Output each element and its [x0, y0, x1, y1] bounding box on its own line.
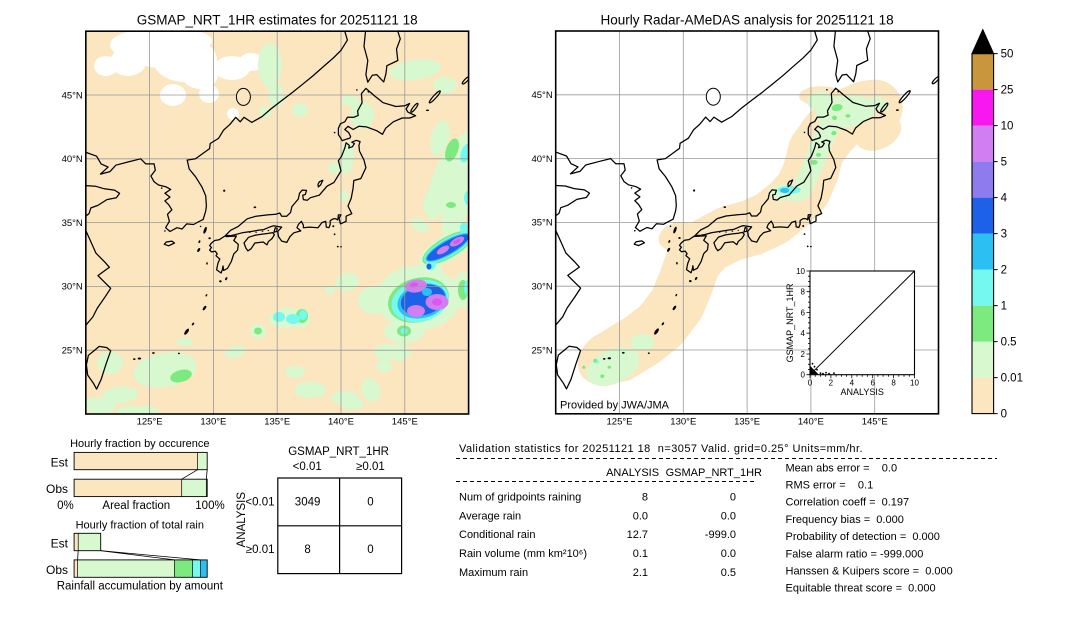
- svg-text:2: 2: [1001, 265, 1007, 277]
- svg-text:45°N: 45°N: [531, 90, 552, 101]
- svg-text:6: 6: [801, 309, 806, 318]
- svg-text:0: 0: [1001, 409, 1007, 421]
- svg-text:6: 6: [870, 379, 875, 388]
- svg-text:GSMAP_NRT_1HR: GSMAP_NRT_1HR: [785, 283, 795, 362]
- svg-text:25°N: 25°N: [531, 345, 552, 356]
- svg-text:145°E: 145°E: [862, 417, 888, 428]
- svg-text:0.0: 0.0: [721, 510, 736, 522]
- svg-text:Equitable threat score = 0.00: Equitable threat score = 0.000: [786, 583, 936, 595]
- svg-text:25: 25: [1001, 85, 1014, 97]
- svg-text:Rainfall accumulation by amoun: Rainfall accumulation by amount: [57, 580, 224, 592]
- svg-text:Provided by JWA/JMA: Provided by JWA/JMA: [560, 400, 670, 412]
- svg-text:Rain volume (mm km²10⁶): Rain volume (mm km²10⁶): [459, 548, 587, 560]
- svg-text:4: 4: [801, 329, 806, 338]
- svg-text:Conditional rain: Conditional rain: [459, 529, 535, 541]
- svg-text:0.0: 0.0: [721, 548, 736, 560]
- svg-text:130°E: 130°E: [200, 417, 226, 428]
- svg-text:GSMAP_NRT_1HR estimates for 20: GSMAP_NRT_1HR estimates for 20251121 18: [137, 13, 418, 28]
- svg-text:Obs: Obs: [46, 482, 68, 496]
- svg-text:3049: 3049: [295, 497, 321, 509]
- svg-text:0: 0: [367, 544, 373, 556]
- svg-text:RMS error = 0.1: RMS error = 0.1: [786, 480, 874, 492]
- svg-text:0.01: 0.01: [1001, 373, 1023, 385]
- svg-text:12.7: 12.7: [627, 529, 648, 541]
- svg-text:125°E: 125°E: [607, 417, 633, 428]
- svg-text:False alarm ratio = -999.000: False alarm ratio = -999.000: [786, 548, 924, 560]
- svg-text:2: 2: [829, 379, 834, 388]
- svg-text:8: 8: [801, 288, 806, 297]
- svg-text:130°E: 130°E: [670, 417, 696, 428]
- svg-text:-999.0: -999.0: [705, 529, 736, 541]
- svg-text:40°N: 40°N: [62, 154, 83, 165]
- svg-text:100%: 100%: [195, 500, 224, 512]
- svg-text:GSMAP_NRT_1HR: GSMAP_NRT_1HR: [288, 446, 389, 458]
- svg-text:<0.01: <0.01: [293, 461, 322, 473]
- svg-text:145°E: 145°E: [392, 417, 418, 428]
- svg-text:40°N: 40°N: [531, 154, 552, 165]
- svg-text:4: 4: [1001, 193, 1008, 205]
- svg-text:<0.01: <0.01: [245, 497, 274, 509]
- svg-text:Num of gridpoints raining: Num of gridpoints raining: [459, 491, 581, 503]
- svg-text:0: 0: [808, 379, 813, 388]
- svg-text:50: 50: [1001, 49, 1014, 61]
- svg-text:135°E: 135°E: [264, 417, 290, 428]
- svg-text:10: 10: [1001, 121, 1014, 133]
- svg-text:140°E: 140°E: [798, 417, 824, 428]
- svg-text:30°N: 30°N: [531, 282, 552, 293]
- svg-text:Hanssen & Kuipers score = 0.0: Hanssen & Kuipers score = 0.000: [786, 566, 953, 578]
- svg-text:1: 1: [1001, 301, 1007, 313]
- svg-text:8: 8: [642, 491, 648, 503]
- svg-text:125°E: 125°E: [137, 417, 163, 428]
- svg-text:0.1: 0.1: [633, 548, 648, 560]
- svg-text:Obs: Obs: [46, 563, 68, 577]
- svg-text:0%: 0%: [57, 500, 74, 512]
- svg-text:Est: Est: [51, 537, 69, 551]
- svg-text:135°E: 135°E: [734, 417, 760, 428]
- svg-text:Est: Est: [51, 456, 69, 470]
- svg-text:35°N: 35°N: [531, 218, 552, 229]
- svg-text:8: 8: [891, 379, 896, 388]
- svg-text:0.0: 0.0: [633, 510, 648, 522]
- svg-text:2.1: 2.1: [633, 567, 648, 579]
- svg-text:10: 10: [796, 267, 805, 276]
- svg-text:Average rain: Average rain: [459, 510, 521, 522]
- svg-text:3: 3: [1001, 229, 1007, 241]
- svg-text:Mean abs error = 0.0: Mean abs error = 0.0: [786, 462, 898, 474]
- svg-text:8: 8: [304, 544, 310, 556]
- svg-text:Hourly fraction of total rain: Hourly fraction of total rain: [76, 520, 204, 532]
- svg-text:35°N: 35°N: [62, 218, 83, 229]
- svg-text:2: 2: [801, 350, 806, 359]
- svg-text:0: 0: [367, 497, 373, 509]
- svg-text:Hourly Radar-AMeDAS analysis f: Hourly Radar-AMeDAS analysis for 2025112…: [601, 13, 894, 28]
- svg-text:Validation statistics for 2025: Validation statistics for 20251121 18 n=…: [459, 443, 863, 455]
- svg-text:ANALYSIS: ANALYSIS: [606, 467, 659, 479]
- svg-text:25°N: 25°N: [62, 346, 83, 357]
- svg-text:5: 5: [1001, 157, 1007, 169]
- svg-text:ANALYSIS: ANALYSIS: [841, 387, 884, 397]
- svg-text:Probability of detection = 0.: Probability of detection = 0.000: [786, 531, 940, 543]
- svg-text:GSMAP_NRT_1HR: GSMAP_NRT_1HR: [666, 467, 762, 479]
- svg-text:Correlation coeff = 0.197: Correlation coeff = 0.197: [786, 497, 910, 509]
- svg-text:10: 10: [910, 379, 919, 388]
- svg-text:0: 0: [801, 371, 806, 380]
- svg-text:Frequency bias = 0.000: Frequency bias = 0.000: [786, 514, 904, 526]
- svg-text:≥0.01: ≥0.01: [246, 544, 275, 556]
- svg-text:≥0.01: ≥0.01: [356, 461, 385, 473]
- svg-text:Areal fraction: Areal fraction: [102, 500, 170, 512]
- svg-text:0.5: 0.5: [721, 567, 736, 579]
- svg-text:45°N: 45°N: [62, 90, 83, 101]
- svg-text:30°N: 30°N: [62, 282, 83, 293]
- svg-text:0.5: 0.5: [1001, 337, 1017, 349]
- svg-text:Hourly fraction by occurence: Hourly fraction by occurence: [70, 438, 209, 450]
- svg-text:4: 4: [850, 379, 855, 388]
- svg-text:Maximum rain: Maximum rain: [459, 567, 528, 579]
- svg-text:0: 0: [730, 491, 736, 503]
- svg-text:ANALYSIS: ANALYSIS: [236, 492, 248, 548]
- svg-text:140°E: 140°E: [328, 417, 354, 428]
